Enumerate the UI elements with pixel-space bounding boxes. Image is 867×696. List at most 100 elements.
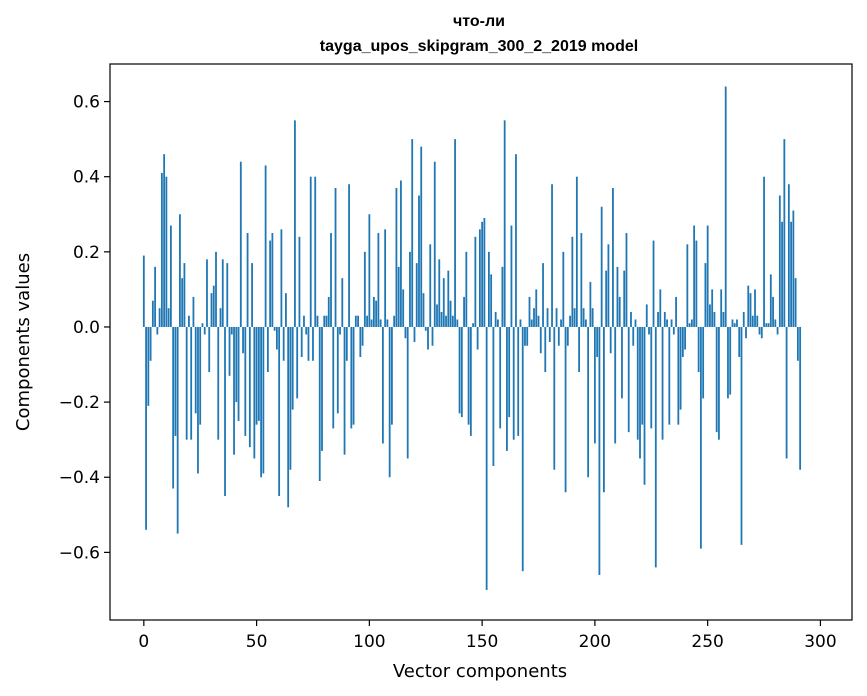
bar	[774, 319, 777, 327]
bar	[582, 308, 585, 327]
bar	[693, 225, 696, 327]
bar	[154, 266, 156, 327]
bar	[420, 146, 423, 327]
bar	[458, 326, 461, 414]
bar	[652, 240, 655, 327]
bar	[397, 266, 400, 327]
bar	[747, 285, 750, 327]
bar	[210, 293, 213, 327]
bar	[494, 311, 497, 327]
x-tick-label: 150	[466, 632, 498, 652]
bar	[321, 326, 323, 451]
bar	[609, 326, 612, 354]
bar	[465, 251, 468, 327]
bar	[501, 266, 504, 327]
bar	[451, 315, 454, 327]
bar	[314, 176, 317, 327]
bar	[158, 308, 161, 327]
bar	[684, 326, 686, 350]
bar	[418, 195, 420, 327]
bar	[312, 326, 314, 361]
bar	[402, 289, 405, 327]
bar	[560, 319, 562, 327]
bar	[253, 326, 256, 459]
bar	[197, 326, 199, 474]
bar	[363, 251, 366, 327]
bar	[215, 251, 217, 327]
bar	[487, 251, 490, 327]
bar	[372, 296, 375, 327]
chart-title-line-1: что-ли	[453, 13, 505, 30]
bar	[765, 323, 768, 327]
bar	[555, 308, 558, 327]
bar	[352, 326, 355, 425]
bar	[722, 311, 725, 327]
bar	[526, 326, 529, 346]
bar	[332, 326, 335, 429]
bar	[246, 233, 249, 327]
bar	[533, 308, 535, 327]
bar	[672, 326, 675, 335]
bar	[515, 154, 517, 327]
bar	[388, 326, 391, 478]
bar	[424, 326, 427, 331]
bar	[688, 323, 691, 327]
bar	[742, 311, 745, 327]
bar	[354, 315, 357, 327]
bar	[242, 326, 244, 354]
bar	[706, 225, 709, 327]
bar	[190, 326, 193, 440]
bar	[569, 315, 571, 327]
bar	[643, 326, 646, 485]
bar	[415, 263, 418, 327]
bar	[781, 221, 783, 327]
bar	[787, 184, 790, 327]
bar	[167, 308, 170, 327]
bar	[228, 326, 231, 376]
bar	[251, 263, 253, 327]
bar	[185, 326, 188, 440]
bar	[654, 326, 657, 568]
bar	[510, 225, 513, 327]
bar	[192, 296, 195, 327]
x-tick-label: 100	[353, 632, 385, 652]
bar	[142, 255, 145, 327]
bar	[429, 244, 432, 327]
chart-title-line-2: tayga_upos_skipgram_300_2_2019 model	[320, 38, 638, 55]
bar	[796, 326, 799, 361]
bar	[657, 311, 659, 327]
bar	[275, 326, 278, 350]
bar	[697, 326, 700, 373]
bar	[778, 195, 781, 327]
bar	[571, 236, 574, 327]
bar	[163, 154, 166, 327]
bar	[255, 326, 258, 425]
bar	[724, 86, 727, 327]
bar	[745, 326, 747, 339]
bar	[630, 311, 632, 327]
bar	[330, 233, 332, 327]
bar	[607, 244, 610, 327]
bar	[794, 278, 797, 327]
bar	[727, 326, 729, 399]
y-tick-label: 0.6	[73, 93, 100, 113]
bar	[463, 296, 465, 327]
bar	[239, 161, 242, 327]
bar	[749, 293, 752, 327]
bar	[183, 263, 186, 327]
bar	[456, 319, 459, 327]
bar	[188, 315, 190, 327]
bar	[427, 326, 429, 350]
bar	[230, 326, 233, 335]
y-tick-label: −0.4	[59, 468, 100, 488]
bar	[203, 326, 206, 335]
bar	[278, 326, 281, 497]
bar	[350, 326, 353, 429]
bar	[524, 326, 526, 346]
bar	[334, 187, 337, 327]
bar	[718, 326, 720, 440]
bar	[248, 326, 251, 448]
bar	[357, 315, 359, 327]
bar	[291, 326, 294, 410]
bar	[219, 308, 222, 327]
